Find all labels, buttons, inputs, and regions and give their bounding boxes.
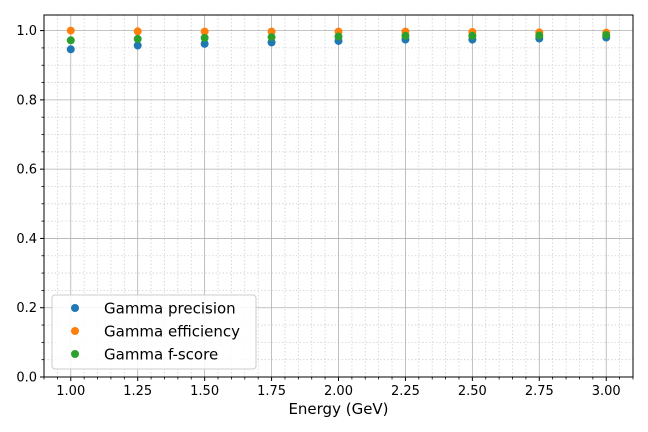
tick-labels: 1.00 1.25 1.50 1.75 2.00 2.25 2.50 2.75 3.00 0.0 0… [16,24,620,399]
y-tick-label: 0.4 [16,232,37,247]
x-tick-label: 2.00 [324,384,353,399]
y-tick-label: 1.0 [16,24,37,39]
legend: Gamma precision Gamma efficiency Gamma f-s… [51,294,257,370]
y-tick-label: 0.8 [16,93,37,108]
point-series-0 [200,39,209,48]
point-series-1 [200,27,209,36]
point-series-2 [66,36,75,45]
x-tick-label: 3.00 [592,384,621,399]
x-tick-label: 1.50 [190,384,219,399]
legend-marker [71,327,79,335]
point-series-0 [133,41,142,50]
point-series-0 [66,45,75,54]
legend-marker [71,304,79,312]
x-tick-label: 1.75 [257,384,286,399]
x-tick-label: 2.25 [391,384,420,399]
point-series-2 [334,32,343,41]
data-points [66,26,611,54]
point-series-1 [133,27,142,36]
x-axis-title: Energy (GeV) [288,400,388,418]
x-tick-label: 1.00 [56,384,85,399]
point-series-1 [267,27,276,36]
y-tick-label: 0.0 [16,371,37,386]
point-series-2 [468,31,477,40]
y-tick-label: 0.6 [16,163,37,178]
point-series-2 [602,31,611,40]
point-series-2 [133,34,142,43]
legend-marker [71,350,79,358]
point-series-1 [66,26,75,35]
x-tick-label: 2.75 [525,384,554,399]
point-series-2 [401,31,410,40]
x-tick-label: 2.50 [458,384,487,399]
legend-box [51,294,257,370]
y-tick-label: 0.2 [16,301,37,316]
point-series-2 [200,33,209,42]
point-series-2 [267,33,276,42]
legend-label: Gamma f-score [104,346,218,364]
axis-ticks [40,30,634,381]
minor-grid [43,15,634,377]
legend-label: Gamma precision [104,300,236,318]
point-series-2 [535,31,544,40]
legend-label: Gamma efficiency [104,323,240,341]
x-tick-label: 1.25 [123,384,152,399]
